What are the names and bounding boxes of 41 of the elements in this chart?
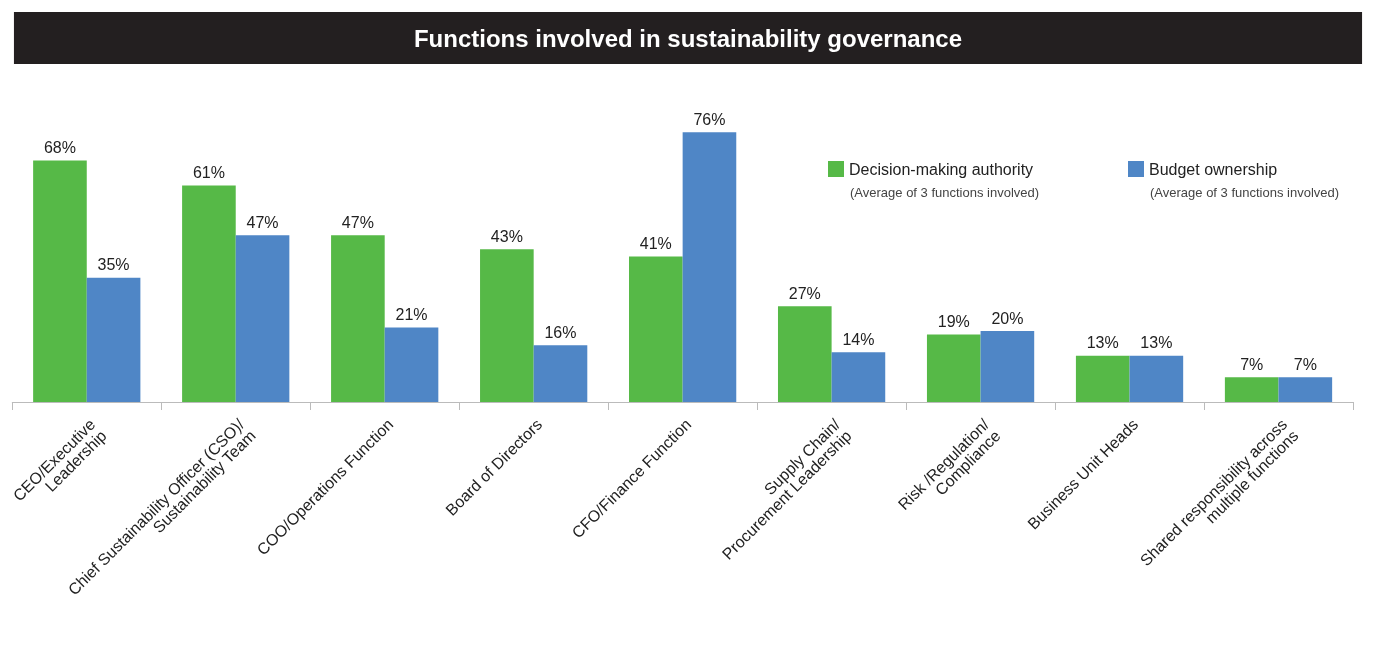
bar [331,235,385,402]
data-label: 13% [1086,334,1119,352]
data-label: 47% [341,213,374,231]
bar [182,185,236,402]
bar [831,352,886,402]
data-label: 61% [192,163,225,181]
data-label: 13% [1140,334,1173,352]
legend-label: Decision-making authority [849,160,1034,178]
bar [235,235,290,402]
data-label: 19% [937,313,970,331]
data-label: 7% [1293,355,1317,373]
annotation: (Average of 3 functions involved) [850,185,1040,200]
data-label: 16% [544,323,577,341]
bar [926,334,981,402]
data-label: 27% [788,284,821,302]
data-label: 14% [842,330,875,348]
bar [1075,355,1130,402]
legend-label: Budget ownership [1149,160,1278,178]
bar [980,331,1035,402]
data-label: 41% [639,234,672,252]
bar [533,345,588,402]
data-label: 43% [490,227,523,245]
bar [682,132,737,402]
data-label: 7% [1240,355,1264,373]
data-label: 21% [395,305,428,323]
bar [1278,377,1333,402]
annotation: (Average of 3 functions involved) [1150,185,1340,200]
bar [86,277,141,402]
data-label: 68% [43,139,76,157]
data-label: 47% [246,213,279,231]
bar [480,249,534,402]
chart-title: Functions involved in sustainability governance [413,24,963,52]
bar [1224,377,1279,402]
bar [777,306,832,402]
bar [629,256,683,402]
bar [1129,355,1184,402]
data-label: 76% [693,110,726,128]
data-label: 35% [97,256,130,274]
bar [384,327,439,402]
data-label: 20% [991,309,1024,327]
bar [33,160,87,402]
